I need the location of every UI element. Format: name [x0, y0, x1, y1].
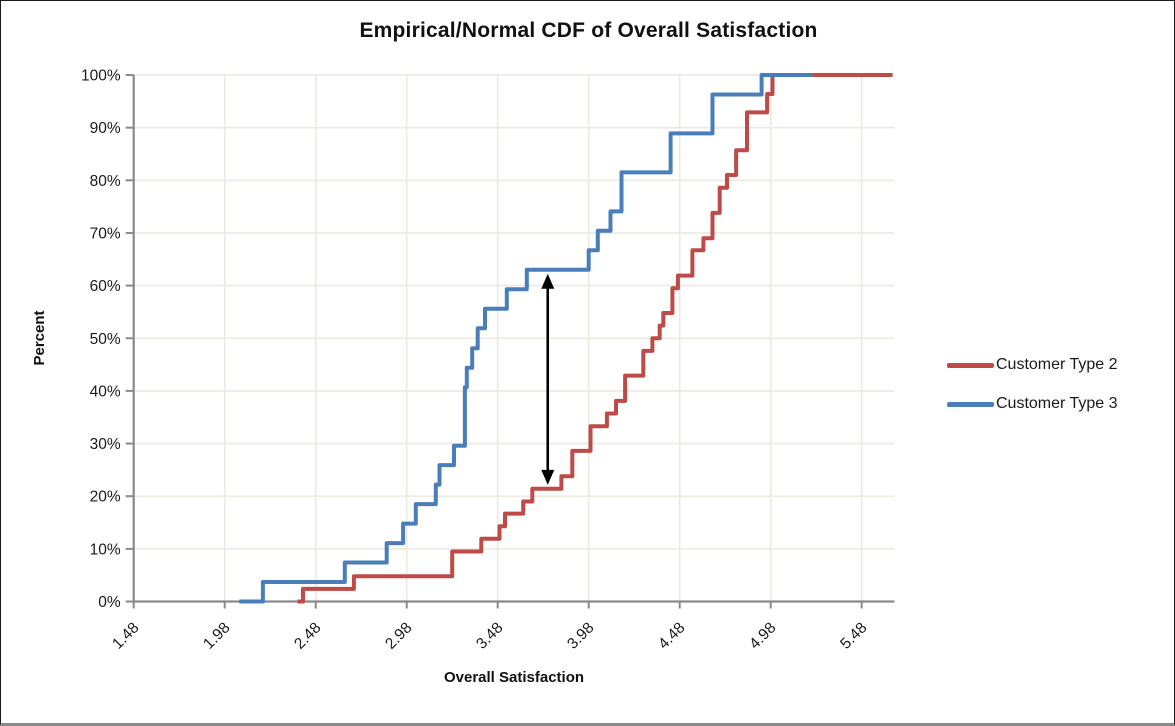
x-tick-label: 5.48: [837, 619, 870, 652]
difference-arrow-head-down: [541, 469, 555, 485]
y-tick-label: 100%: [81, 68, 121, 85]
legend-label-customer-type-2: Customer Type 2: [996, 356, 1118, 373]
x-tick-label: 3.48: [473, 619, 506, 652]
cdf-line-customer-type-2: [297, 73, 893, 604]
x-tick-label: 4.48: [655, 619, 688, 652]
y-tick-label: 0%: [98, 594, 121, 611]
y-tick-label: 30%: [90, 436, 121, 453]
difference-arrow-head-up: [541, 273, 555, 289]
x-tick-label: 2.98: [382, 619, 415, 652]
legend-item-customer-type-3: Customer Type 3: [947, 395, 1118, 413]
y-tick-label: 70%: [90, 225, 121, 242]
x-tick-label: 2.48: [291, 619, 324, 652]
y-tick-label: 50%: [90, 331, 121, 348]
y-tick-label: 40%: [90, 383, 121, 400]
y-tick-label: 80%: [90, 173, 121, 190]
chart-title: Empirical/Normal CDF of Overall Satisfac…: [359, 19, 818, 42]
y-axis-title: Percent: [31, 310, 48, 366]
x-tick-label: 1.48: [109, 619, 142, 652]
legend: Customer Type 2 Customer Type 3: [947, 356, 1118, 413]
x-axis-title: Overall Satisfaction: [443, 669, 585, 686]
legend-swatch-customer-type-2: [947, 362, 994, 368]
x-tick-label: 1.98: [200, 619, 233, 652]
cdf-line-customer-type-3: [239, 73, 813, 604]
x-tick-label: 3.98: [564, 619, 597, 652]
y-tick-label: 20%: [90, 489, 121, 506]
legend-item-customer-type-2: Customer Type 2: [947, 356, 1118, 374]
legend-swatch-customer-type-3: [947, 401, 994, 407]
y-tick-label: 90%: [90, 120, 121, 137]
y-tick-label: 10%: [90, 541, 121, 558]
y-tick-label: 60%: [90, 278, 121, 295]
legend-label-customer-type-3: Customer Type 3: [996, 395, 1118, 412]
x-tick-label: 4.98: [746, 619, 779, 652]
